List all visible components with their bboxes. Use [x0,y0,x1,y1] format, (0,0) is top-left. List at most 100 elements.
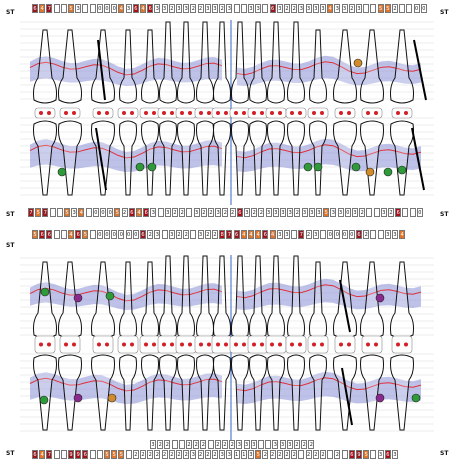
surface-mark [224,342,228,347]
depth-cell: 2 [291,4,298,13]
depth-cell: 0 [96,230,103,239]
depth-cell: 0 [327,230,334,239]
lower-buccal-tooth [141,354,159,431]
depth-cell: 4 [78,208,85,217]
depth-cell: 2 [204,450,211,459]
furcation-marker [383,167,393,177]
upper-lingual-tooth [309,120,327,196]
depth-cell: 3 [215,208,222,217]
depth-cell: 4 [39,4,46,13]
depth-cell: 2 [197,450,204,459]
depth-cell: 1 [233,450,240,459]
depth-cell: 2 [222,440,228,449]
depth-cell [265,440,272,449]
occlusal-surface [265,107,287,119]
upper-buccal-right-pocket-band [237,55,421,87]
depth-cell: 5 [35,208,42,217]
furcation-marker [411,393,421,403]
surface-mark [347,111,351,115]
occlusal-surface [391,107,413,119]
depth-cell: 7 [46,450,53,459]
depth-cell: 6 [395,208,402,217]
depth-cell: 5 [118,450,125,459]
surface-mark [290,111,294,115]
depth-cell: 2 [193,440,200,449]
surface-mark [170,111,174,115]
upper-lingual-tooth [213,120,231,196]
lower-buccal-tooth [58,354,82,431]
depth-cell: 2 [222,208,229,217]
depth-cell: 2 [301,440,308,449]
depth-cell: 3 [301,208,308,217]
depth-cell: 2 [183,450,190,459]
occlusal-surface [229,335,251,354]
depth-cell: 6 [75,230,82,239]
depth-cell: 3 [250,440,257,449]
depth-cell: 4 [248,230,254,239]
furcation-marker [73,293,83,303]
upper-buccal-tooth [309,29,327,104]
occlusal-surface [139,335,161,354]
depth-cell [207,440,214,449]
depth-cell [53,4,60,13]
surface-mark [199,111,203,115]
upper-lingual-tooth [360,120,384,196]
lower-buccal-tooth [390,354,414,431]
upper-buccal-tooth [267,21,285,104]
furcation-marker [375,393,385,403]
depth-cell: 3 [305,4,312,13]
depth-cell: 0 [416,208,423,217]
depth-cell: 4 [399,230,406,239]
missing-tooth-slash [95,127,107,191]
occlusal-surface [361,107,383,119]
lower-buccal-tooth [177,354,195,431]
depth-cell: 3 [334,4,341,13]
depth-cell: 4 [39,450,46,459]
depth-cell: 0 [111,230,118,239]
depth-cell: 3 [279,440,286,449]
surface-mark [234,342,238,347]
surface-mark [396,111,400,115]
occlusal-surface [175,107,197,119]
depth-cell: 3 [154,4,161,13]
depth-cell: 2 [284,450,290,459]
surface-mark [152,111,156,115]
surface-mark [366,342,370,347]
furcation-marker [147,162,157,172]
depth-cell [60,450,67,459]
depth-cell: 2 [186,440,192,449]
occlusal-surface [59,335,81,354]
depth-cell: 3 [384,230,391,239]
depth-cell: 3 [204,4,211,13]
st-label-lower-bot-right: ST [440,450,449,457]
upper-buccal-tooth [91,29,115,104]
lower-lingual-left-gingival-line [29,287,223,302]
depth-cell: 5 [323,208,330,217]
surface-mark [252,342,256,347]
depth-cell: 3 [392,450,398,459]
depth-cell [409,208,416,217]
depth-cell: 3 [265,208,272,217]
depth-cell: 2 [132,450,139,459]
depth-cell [370,230,377,239]
upper-buccal-tooth [33,29,57,104]
depth-cell: 0 [413,4,420,13]
depth-cell [262,4,269,13]
depth-cell [178,440,185,449]
depth-cell: 2 [284,4,290,13]
depth-cell: 2 [168,4,175,13]
depth-cell: 0 [111,4,118,13]
depth-cell: 3 [226,450,233,459]
surface-mark [47,111,51,115]
depth-cell: 2 [229,208,236,217]
occlusal-surface [92,335,114,354]
depth-cell [56,208,63,217]
depth-cell: 6 [262,230,269,239]
depth-cell [190,230,197,239]
depth-cell [60,4,67,13]
depth-cell: 5 [104,450,110,459]
depth-cell [157,208,164,217]
surface-mark [260,111,264,115]
depth-cell: 2 [200,440,207,449]
depth-cell: 2 [334,450,341,459]
